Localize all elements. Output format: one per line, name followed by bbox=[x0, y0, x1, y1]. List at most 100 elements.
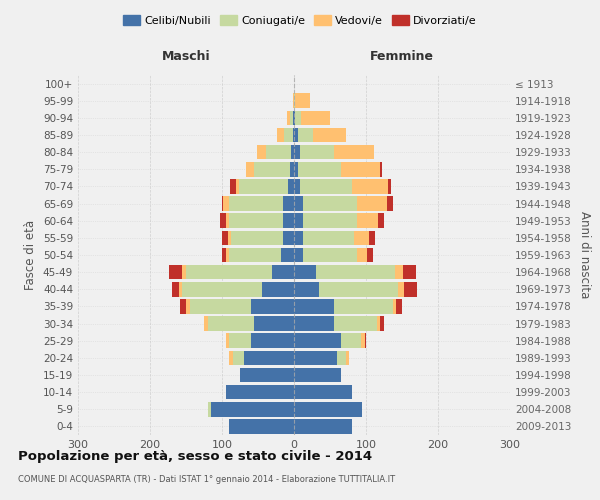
Bar bbox=[355, 230, 369, 245]
Bar bbox=[294, 402, 362, 416]
Bar bbox=[392, 299, 396, 314]
Bar bbox=[294, 214, 302, 228]
Bar bbox=[230, 179, 236, 194]
Bar bbox=[190, 299, 251, 314]
Bar bbox=[277, 128, 284, 142]
Bar bbox=[232, 230, 283, 245]
Bar bbox=[356, 214, 378, 228]
Bar bbox=[290, 110, 293, 125]
Bar bbox=[244, 350, 294, 365]
Bar bbox=[294, 230, 302, 245]
Bar bbox=[341, 334, 361, 348]
Bar bbox=[378, 214, 384, 228]
Bar bbox=[229, 334, 251, 348]
Text: Maschi: Maschi bbox=[161, 50, 211, 63]
Bar bbox=[313, 128, 346, 142]
Bar bbox=[334, 145, 374, 160]
Bar bbox=[182, 282, 262, 296]
Bar bbox=[334, 316, 377, 331]
Bar bbox=[294, 179, 300, 194]
Bar bbox=[257, 145, 266, 160]
Bar bbox=[266, 145, 291, 160]
Bar bbox=[226, 248, 229, 262]
Bar bbox=[403, 265, 416, 280]
Bar bbox=[298, 128, 313, 142]
Bar bbox=[169, 265, 182, 280]
Text: Popolazione per età, sesso e stato civile - 2014: Popolazione per età, sesso e stato civil… bbox=[18, 450, 372, 463]
Bar bbox=[291, 145, 294, 160]
Bar bbox=[404, 282, 417, 296]
Bar bbox=[396, 299, 402, 314]
Bar bbox=[229, 248, 281, 262]
Bar bbox=[294, 419, 352, 434]
Bar bbox=[387, 196, 392, 211]
Bar bbox=[211, 402, 294, 416]
Bar bbox=[346, 350, 349, 365]
Bar bbox=[208, 402, 211, 416]
Bar bbox=[302, 214, 356, 228]
Bar bbox=[294, 350, 337, 365]
Bar bbox=[288, 179, 294, 194]
Bar bbox=[293, 94, 294, 108]
Bar bbox=[251, 334, 294, 348]
Bar bbox=[294, 94, 295, 108]
Bar bbox=[356, 196, 387, 211]
Bar bbox=[293, 110, 294, 125]
Bar bbox=[377, 316, 380, 331]
Bar bbox=[356, 248, 367, 262]
Bar bbox=[222, 248, 226, 262]
Bar bbox=[395, 265, 403, 280]
Bar bbox=[294, 334, 341, 348]
Bar bbox=[229, 419, 294, 434]
Bar bbox=[204, 316, 208, 331]
Bar bbox=[294, 316, 334, 331]
Bar bbox=[222, 196, 223, 211]
Bar bbox=[229, 196, 283, 211]
Bar bbox=[262, 282, 294, 296]
Bar bbox=[208, 316, 254, 331]
Bar bbox=[398, 282, 404, 296]
Bar bbox=[302, 248, 356, 262]
Bar bbox=[302, 196, 356, 211]
Bar bbox=[301, 110, 330, 125]
Bar bbox=[186, 265, 272, 280]
Bar bbox=[367, 248, 373, 262]
Bar bbox=[226, 334, 229, 348]
Bar bbox=[284, 128, 293, 142]
Bar bbox=[294, 368, 341, 382]
Bar bbox=[294, 248, 302, 262]
Bar bbox=[293, 128, 294, 142]
Bar bbox=[300, 145, 334, 160]
Bar bbox=[295, 94, 310, 108]
Bar bbox=[380, 316, 384, 331]
Bar bbox=[246, 162, 254, 176]
Y-axis label: Fasce di età: Fasce di età bbox=[25, 220, 37, 290]
Bar bbox=[281, 248, 294, 262]
Bar bbox=[283, 230, 294, 245]
Bar bbox=[341, 162, 380, 176]
Bar bbox=[220, 214, 226, 228]
Bar bbox=[316, 265, 395, 280]
Bar bbox=[240, 368, 294, 382]
Bar bbox=[251, 299, 294, 314]
Bar bbox=[388, 179, 391, 194]
Bar bbox=[283, 196, 294, 211]
Bar bbox=[287, 110, 290, 125]
Bar bbox=[290, 162, 294, 176]
Text: COMUNE DI ACQUASPARTA (TR) - Dati ISTAT 1° gennaio 2014 - Elaborazione TUTTITALI: COMUNE DI ACQUASPARTA (TR) - Dati ISTAT … bbox=[18, 475, 395, 484]
Bar bbox=[337, 350, 346, 365]
Bar bbox=[226, 385, 294, 400]
Bar bbox=[361, 334, 365, 348]
Bar bbox=[228, 230, 232, 245]
Bar bbox=[294, 162, 298, 176]
Bar bbox=[222, 230, 228, 245]
Bar bbox=[254, 162, 290, 176]
Bar bbox=[294, 299, 334, 314]
Bar bbox=[298, 162, 341, 176]
Bar bbox=[239, 179, 288, 194]
Bar bbox=[226, 214, 229, 228]
Bar bbox=[223, 196, 229, 211]
Bar bbox=[295, 110, 301, 125]
Bar bbox=[294, 145, 300, 160]
Bar bbox=[182, 265, 186, 280]
